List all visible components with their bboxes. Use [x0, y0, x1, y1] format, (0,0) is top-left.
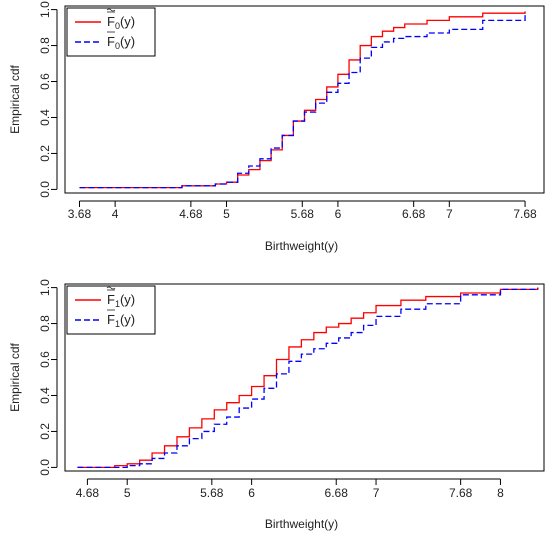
y-tick-label: 0.8 [38, 37, 52, 54]
y-tick-label: 0.6 [38, 73, 52, 90]
y-tick-label: 0.4 [38, 109, 52, 126]
legend-entry: F1(y) [107, 312, 135, 329]
legend-entry: F0(y) [107, 14, 135, 31]
y-tick-label: 0.6 [38, 351, 52, 368]
legend-tilde [106, 8, 116, 12]
series-line-empirical [79, 14, 526, 189]
legend-tilde [106, 286, 116, 290]
y-tick-label: 0.0 [38, 181, 52, 198]
x-tick-label: 4.68 [179, 207, 203, 221]
x-tick-label: 5.68 [291, 207, 315, 221]
x-tick-label: 6.68 [402, 207, 426, 221]
y-tick-label: 1.0 [38, 279, 52, 296]
legend-entry: F1(y) [107, 292, 135, 309]
y-tick-label: 0.2 [38, 145, 52, 162]
x-tick-label: 7 [446, 207, 453, 221]
x-tick-label: 5.68 [200, 486, 224, 500]
x-tick-label: 6 [248, 486, 255, 500]
x-tick-label: 5 [124, 486, 131, 500]
x-tick-label: 8 [497, 486, 504, 500]
series-line-empirical [77, 287, 539, 469]
legend: F1(y) F1(y) [66, 285, 156, 335]
x-tick-label: 7 [373, 486, 380, 500]
y-tick-label: 0.0 [38, 459, 52, 476]
legend: F0(y) F0(y) [66, 7, 156, 57]
chart-top: 3.68 4 4.68 5 5.68 6 6.68 7 7.68 0.0 0.2 0.4 0.6 0.8 1… [8, 1, 545, 253]
x-tick-label: 4.68 [76, 486, 100, 500]
x-tick-label: 7.68 [449, 486, 473, 500]
y-tick-label: 1.0 [38, 1, 52, 18]
x-tick-label: 6.68 [325, 486, 349, 500]
x-tick-label: 6 [335, 207, 342, 221]
chart-bottom: 4.68 5 5.68 6 6.68 7 7.68 8 0.0 0.2 0.4 0.6 0.8 1.0 Bi… [8, 279, 545, 531]
plot-frame [64, 5, 545, 194]
plot-frame [64, 283, 545, 472]
y-tick-label: 0.4 [38, 387, 52, 404]
x-axis-label: Birthweight(y) [265, 239, 338, 253]
x-tick-label: 3.68 [68, 207, 92, 221]
y-tick-label: 0.8 [38, 315, 52, 332]
x-tick-label: 4 [112, 207, 119, 221]
y-tick-label: 0.2 [38, 423, 52, 440]
x-tick-label: 5 [223, 207, 230, 221]
y-axis-label: Empirical cdf [8, 64, 22, 133]
legend-entry: F0(y) [107, 34, 135, 51]
y-axis-label: Empirical cdf [8, 342, 22, 411]
x-axis-label: Birthweight(y) [265, 517, 338, 531]
series-line-tilde [79, 11, 526, 189]
x-tick-label: 7.68 [513, 207, 537, 221]
